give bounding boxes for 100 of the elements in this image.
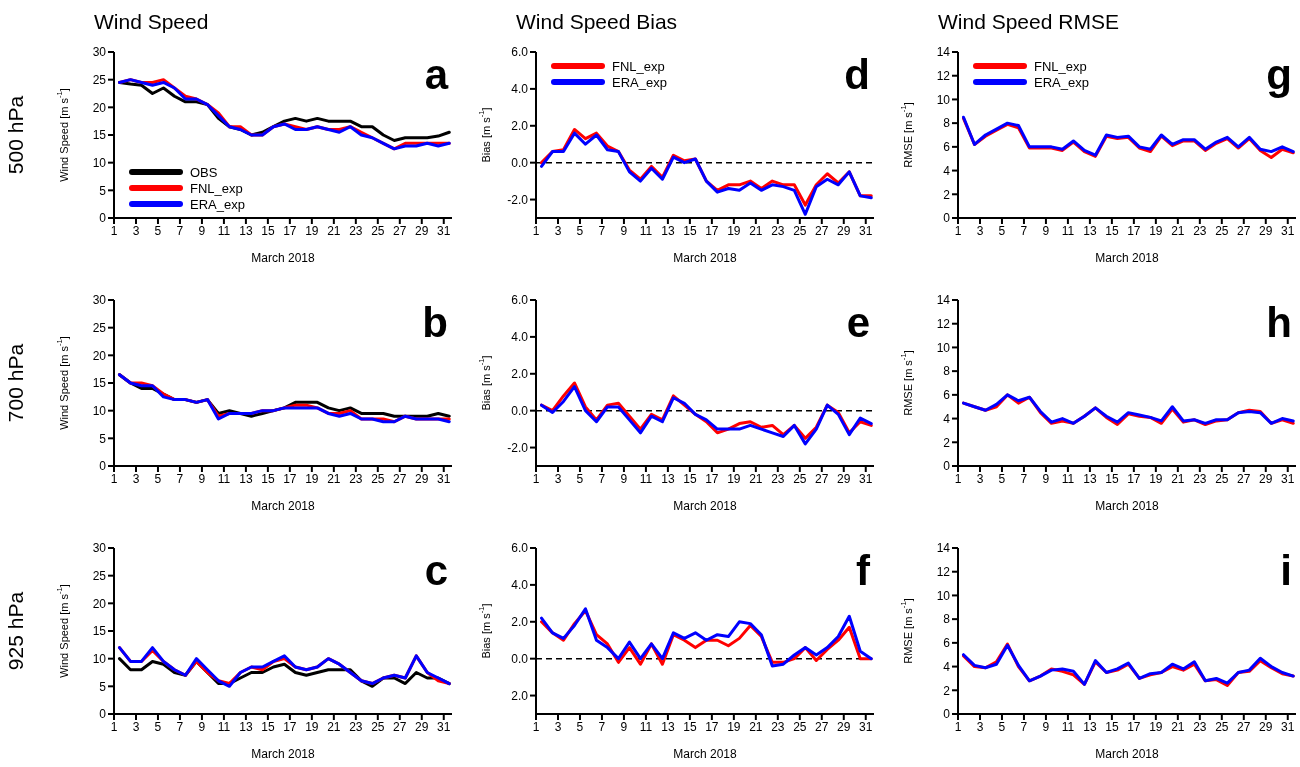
legend-label: FNL_exp (190, 180, 243, 196)
legend-label: FNL_exp (612, 58, 665, 74)
x-tick-label: 5 (154, 223, 162, 238)
x-tick-label: 15 (1105, 223, 1119, 238)
annotation: b (422, 299, 448, 346)
x-tick-label: 9 (198, 223, 206, 238)
x-tick-label: 5 (154, 471, 162, 486)
x-tick-label: 7 (1020, 223, 1028, 238)
y-tick-label: 30 (92, 45, 107, 60)
x-tick-label: 27 (1237, 223, 1251, 238)
x-axis-title: March 2018 (1095, 499, 1160, 513)
x-tick-label: 29 (415, 223, 429, 238)
y-tick-label: 2.0 (511, 367, 529, 382)
x-tick-label: 9 (1042, 471, 1050, 486)
y-tick-label: 2 (943, 187, 951, 202)
y-tick-label: 10 (936, 340, 951, 355)
x-tick-label: 5 (998, 223, 1006, 238)
x-axis-title: March 2018 (251, 499, 316, 513)
x-tick-label: 13 (1083, 223, 1097, 238)
y-tick-label: 4 (943, 163, 951, 178)
x-tick-label: 5 (576, 223, 584, 238)
x-tick-label: 23 (1193, 223, 1207, 238)
y-tick-label: 0.0 (511, 651, 529, 666)
y-tick-label: 0 (943, 211, 951, 226)
x-tick-label: 31 (437, 719, 451, 734)
x-tick-label: 27 (393, 471, 407, 486)
x-tick-label: 5 (998, 719, 1006, 734)
x-tick-label: 3 (976, 223, 984, 238)
text: 500 hPa (4, 95, 28, 175)
x-tick-label: 31 (437, 471, 451, 486)
x-tick-label: 7 (1020, 471, 1028, 486)
x-tick-label: 15 (683, 223, 697, 238)
x-tick-label: 11 (1061, 223, 1075, 238)
x-tick-label: 31 (1281, 471, 1295, 486)
x-tick-label: 5 (154, 719, 162, 734)
y-tick-label: 2 (943, 435, 951, 450)
y-tick-label: 6 (943, 140, 951, 155)
y-tick-label: 0 (99, 211, 107, 226)
x-tick-label: 17 (705, 223, 719, 238)
x-tick-label: 7 (598, 719, 606, 734)
legend-label: ERA_exp (190, 196, 245, 212)
y-tick-label: 15 (92, 376, 107, 391)
x-tick-label: 25 (371, 223, 385, 238)
y-tick-label: 4.0 (511, 330, 529, 345)
text: 700 hPa (4, 343, 28, 423)
x-tick-label: 25 (793, 471, 807, 486)
y-tick-label: 5 (99, 679, 107, 694)
y-tick-label: 8 (943, 116, 951, 131)
y-tick-label: 0.0 (511, 403, 529, 418)
x-tick-label: 31 (859, 223, 873, 238)
x-tick-label: 21 (1171, 223, 1185, 238)
y-tick-label: 14 (936, 541, 951, 556)
x-tick-label: 11 (217, 719, 231, 734)
x-tick-label: 23 (1193, 719, 1207, 734)
x-tick-label: 3 (132, 719, 140, 734)
y-tick-label: 5 (99, 183, 107, 198)
y-tick-label: 8 (943, 612, 951, 627)
y-tick-label: 12 (936, 564, 951, 579)
x-tick-label: 7 (176, 471, 184, 486)
x-tick-label: 31 (437, 223, 451, 238)
annotation: a (424, 51, 448, 98)
x-tick-label: 17 (283, 719, 297, 734)
x-tick-label: 15 (261, 719, 275, 734)
y-tick-label: 0 (99, 459, 107, 474)
x-tick-label: 1 (532, 719, 540, 734)
x-tick-label: 21 (327, 223, 341, 238)
x-tick-label: 27 (815, 223, 829, 238)
annotation: c (424, 547, 448, 594)
x-tick-label: 27 (1237, 719, 1251, 734)
x-tick-label: 21 (327, 719, 341, 734)
x-tick-label: 27 (393, 223, 407, 238)
y-tick-label: 0 (99, 707, 107, 722)
x-tick-label: 9 (620, 719, 628, 734)
x-tick-label: 31 (1281, 223, 1295, 238)
y-tick-label: 6 (943, 636, 951, 651)
y-tick-label: 10 (92, 155, 107, 170)
x-tick-label: 31 (1281, 719, 1295, 734)
x-tick-label: 29 (837, 471, 851, 486)
y-tick-label: 6 (943, 388, 951, 403)
x-tick-label: 1 (954, 223, 962, 238)
x-tick-label: 15 (261, 471, 275, 486)
x-tick-label: 17 (283, 471, 297, 486)
x-tick-label: 21 (749, 471, 763, 486)
x-tick-label: 23 (1193, 471, 1207, 486)
x-tick-label: 13 (239, 471, 253, 486)
legend-label: FNL_exp (1034, 58, 1087, 74)
x-tick-label: 29 (837, 223, 851, 238)
x-tick-label: 19 (727, 223, 741, 238)
x-tick-label: 7 (176, 223, 184, 238)
x-tick-label: 27 (1237, 471, 1251, 486)
x-tick-label: 19 (727, 719, 741, 734)
x-axis-title: March 2018 (673, 251, 738, 265)
x-tick-label: 11 (639, 719, 653, 734)
legend-label: ERA_exp (612, 74, 667, 90)
y-tick-label: 5 (99, 431, 107, 446)
x-axis-title: March 2018 (1095, 747, 1160, 761)
y-tick-label: 4 (943, 659, 951, 674)
x-tick-label: 11 (1061, 471, 1075, 486)
x-tick-label: 3 (554, 471, 562, 486)
x-tick-label: 19 (1149, 223, 1163, 238)
